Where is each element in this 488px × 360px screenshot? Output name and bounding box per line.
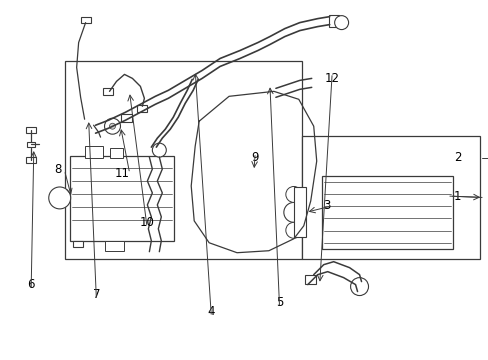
Bar	[69, 156, 174, 241]
Text: 3: 3	[323, 199, 330, 212]
Bar	[64, 62, 301, 259]
Bar	[147, 146, 159, 154]
Text: 9: 9	[251, 151, 259, 164]
Circle shape	[285, 186, 301, 202]
Text: 4: 4	[207, 306, 215, 319]
Circle shape	[109, 123, 115, 129]
Text: 11: 11	[114, 167, 129, 180]
Text: 1: 1	[453, 190, 461, 203]
Bar	[83, 119, 94, 126]
Bar	[104, 241, 124, 251]
Bar	[102, 88, 112, 95]
Text: 6: 6	[27, 278, 35, 291]
Bar	[137, 105, 147, 112]
Circle shape	[334, 15, 348, 30]
Bar	[263, 84, 276, 93]
Bar	[263, 134, 276, 142]
Bar	[121, 114, 132, 122]
Circle shape	[152, 143, 166, 157]
Circle shape	[104, 118, 120, 134]
Bar	[27, 141, 35, 147]
Text: 2: 2	[453, 151, 461, 164]
Text: 7: 7	[93, 288, 100, 301]
Circle shape	[350, 278, 368, 296]
Bar	[26, 127, 36, 133]
Bar	[305, 275, 316, 284]
Circle shape	[94, 133, 106, 145]
Circle shape	[285, 222, 301, 238]
Bar	[293, 188, 305, 237]
Text: 5: 5	[275, 296, 283, 309]
Bar	[73, 241, 82, 247]
Text: 12: 12	[324, 72, 339, 85]
Bar	[84, 146, 102, 158]
Text: 10: 10	[140, 216, 154, 229]
Bar	[328, 15, 338, 27]
Bar	[26, 157, 36, 163]
Bar	[81, 17, 90, 23]
Bar	[188, 71, 201, 80]
Bar	[148, 251, 160, 259]
Bar	[301, 136, 479, 259]
Bar	[321, 176, 452, 249]
Circle shape	[49, 187, 71, 209]
Text: 8: 8	[55, 163, 62, 176]
Bar	[109, 148, 123, 158]
Circle shape	[283, 202, 303, 222]
